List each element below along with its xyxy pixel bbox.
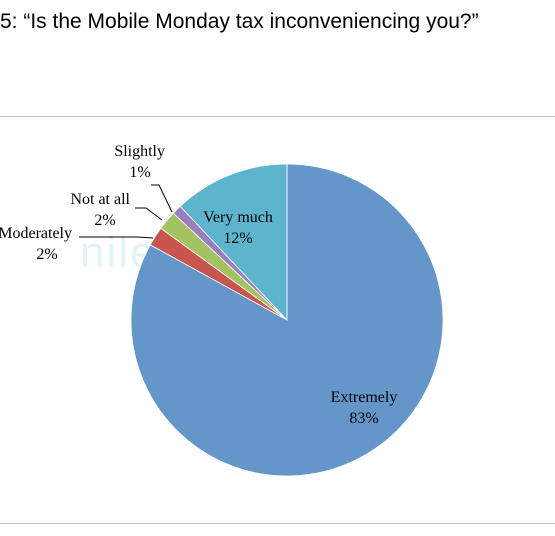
slice-value-very-much: 12% [223,230,252,247]
leader-line-not-at-all [135,207,163,221]
slice-label-moderately: Moderately [0,225,72,242]
slice-value-not-at-all: 2% [94,212,115,229]
slice-label-extremely: Extremely [331,389,398,406]
slice-value-extremely: 83% [349,410,378,427]
slice-label-not-at-all: Not at all [70,191,130,208]
slice-value-slightly: 1% [129,164,150,181]
slice-label-very-much: Very much [203,209,273,226]
leader-line-moderately [79,236,154,239]
chart-title: 5: “Is the Mobile Monday tax inconvenien… [0,10,479,33]
leader-line-slightly [151,184,173,213]
pie-slice-very-much [179,163,288,322]
slice-value-moderately: 2% [36,246,57,263]
slice-label-slightly: Slightly [114,143,165,160]
